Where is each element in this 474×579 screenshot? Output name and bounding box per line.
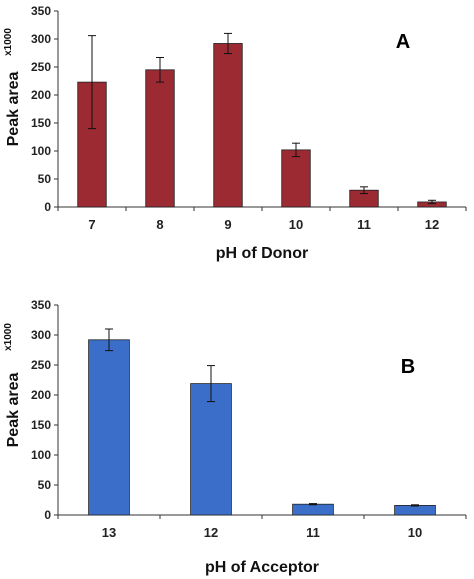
panel-b-bar xyxy=(394,504,436,516)
panel-a-x-tick-label: 9 xyxy=(224,217,231,232)
panel-b-y-tick-label: 250 xyxy=(31,358,51,372)
panel-a-chart: 0 50 100 150 200 250 300 350 7 8 9 10 11 12 pH of Dono… xyxy=(3,4,467,262)
panel-b-x-tick-label: 13 xyxy=(102,525,116,540)
panel-b-bar xyxy=(88,339,130,516)
panel-b-y-tick-label: 150 xyxy=(31,418,51,432)
panel-a-y-tick-label: 0 xyxy=(44,200,51,214)
panel-b-bar xyxy=(190,383,232,516)
panel-b-y-tick-label: 0 xyxy=(44,508,51,522)
panel-a-y-tick-label: 50 xyxy=(38,172,52,186)
panel-b-multiplier-label: x1000 xyxy=(3,323,14,351)
panel-b-panel-label: B xyxy=(401,356,415,378)
panel-a-x-tick-label: 10 xyxy=(289,217,303,232)
panel-a-y-tick-label: 100 xyxy=(31,144,51,158)
panel-b-y-tick-label: 100 xyxy=(31,448,51,462)
panel-a-x-tick-label: 12 xyxy=(425,217,439,232)
panel-a-y-tick-label: 150 xyxy=(31,116,51,130)
panel-a-x-axis-title: pH of Donor xyxy=(216,245,308,262)
panel-b-chart: 0 50 100 150 200 250 300 350 13 12 11 10 pH of Accep… xyxy=(3,298,467,576)
panel-a-x-tick-label: 11 xyxy=(357,217,371,232)
panel-b-x-tick-label: 10 xyxy=(408,525,422,540)
panel-a-bar xyxy=(281,149,311,208)
panel-a-y-axis-title: Peak area xyxy=(5,72,22,147)
panel-b-x-tick-label: 11 xyxy=(306,525,320,540)
panel-b-y-tick-label: 200 xyxy=(31,388,51,402)
panel-b-x-axis-title: pH of Acceptor xyxy=(205,559,319,576)
panel-a-y-tick-label: 200 xyxy=(31,88,51,102)
panel-a-x-tick-label: 7 xyxy=(88,217,95,232)
panel-a-panel-label: A xyxy=(396,31,410,53)
panel-b-bar xyxy=(292,503,334,516)
panel-a-x-tick-label: 8 xyxy=(156,217,163,232)
panel-a-bar xyxy=(145,69,175,208)
panel-a-y-tick-label: 350 xyxy=(31,4,51,18)
panel-a-multiplier-label: x1000 xyxy=(3,28,14,56)
panel-a-y-tick-label: 300 xyxy=(31,32,51,46)
panel-b-y-axis-title: Peak area xyxy=(5,373,22,448)
panel-b-y-tick-label: 50 xyxy=(38,478,52,492)
panel-a-y-tick-label: 250 xyxy=(31,60,51,74)
panel-b-y-tick-label: 300 xyxy=(31,328,51,342)
panel-a-bar xyxy=(213,43,243,208)
panel-b-y-tick-label: 350 xyxy=(31,298,51,312)
panel-b-x-tick-label: 12 xyxy=(204,525,218,540)
